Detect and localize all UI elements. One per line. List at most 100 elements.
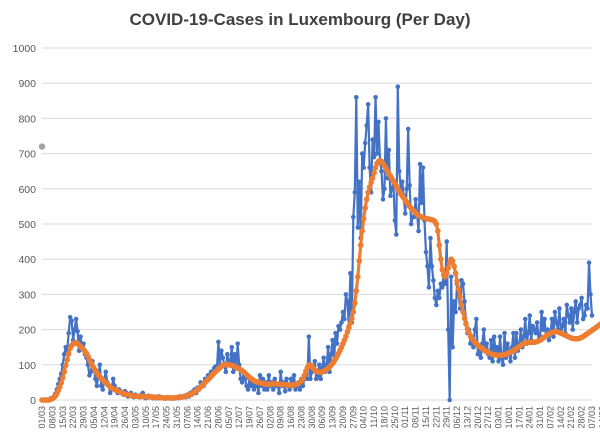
daily-cases-point: [518, 327, 524, 332]
x-tick-label: 20/09: [338, 406, 348, 429]
x-tick-label: 05/04: [89, 406, 99, 429]
daily-cases-point: [539, 309, 544, 315]
x-tick-label: 14/02: [556, 406, 566, 429]
daily-cases-point: [388, 193, 393, 199]
daily-cases-point: [438, 281, 444, 287]
daily-cases-point: [308, 376, 313, 382]
x-tick-label: 17/01: [514, 406, 524, 429]
daily-cases-point: [370, 137, 375, 142]
daily-cases-point: [527, 313, 533, 318]
x-tick-label: 17/05: [151, 406, 161, 429]
x-tick-label: 08/03: [47, 406, 57, 429]
daily-cases-point: [432, 295, 438, 301]
daily-cases-point: [312, 358, 318, 364]
moving-average-point: [354, 274, 361, 280]
daily-cases-point: [437, 295, 442, 301]
x-tick-label: 19/07: [245, 406, 255, 429]
daily-cases-point: [337, 327, 343, 332]
daily-cases-point: [342, 316, 347, 322]
daily-cases-point: [362, 140, 368, 146]
x-tick-label: 01/11: [400, 406, 410, 428]
x-tick-label: 30/08: [307, 406, 317, 429]
daily-cases-point: [557, 306, 562, 311]
daily-cases-point: [582, 313, 587, 318]
daily-cases-point: [300, 383, 306, 389]
daily-cases-point: [481, 327, 487, 332]
daily-cases-point: [472, 327, 478, 332]
daily-cases-point: [531, 327, 537, 332]
daily-cases-point: [348, 270, 353, 276]
y-tick-label: 300: [18, 289, 36, 301]
daily-cases-point: [404, 186, 409, 192]
daily-cases-point: [219, 348, 224, 354]
daily-cases-point: [230, 369, 236, 375]
daily-cases-point: [235, 341, 240, 346]
daily-cases-point: [567, 320, 573, 325]
daily-cases-point: [588, 292, 593, 297]
daily-cases-point: [419, 200, 424, 206]
daily-cases-point: [471, 344, 476, 350]
daily-cases-point: [288, 376, 294, 382]
daily-cases-point: [570, 327, 576, 332]
daily-cases-point: [525, 330, 531, 336]
y-tick-label: 600: [18, 184, 36, 196]
daily-cases-point: [451, 299, 457, 304]
daily-cases-point: [97, 362, 103, 368]
moving-average-point: [435, 228, 441, 234]
daily-cases-point: [546, 337, 552, 343]
moving-average-point: [451, 263, 457, 270]
x-tick-label: 15/03: [58, 406, 68, 429]
moving-average-point: [460, 309, 466, 315]
daily-cases-point: [423, 249, 429, 255]
daily-cases-point: [542, 316, 547, 322]
moving-average-point: [58, 379, 65, 386]
daily-cases-point: [394, 232, 399, 237]
daily-cases-point: [276, 390, 282, 396]
daily-cases-point: [420, 165, 426, 170]
daily-cases-point: [278, 369, 283, 375]
daily-cases-point: [386, 147, 392, 153]
x-tick-label: 16/08: [286, 406, 296, 429]
x-tick-label: 02/08: [265, 406, 275, 429]
moving-average-point: [452, 270, 459, 277]
x-tick-label: 05/07: [224, 406, 234, 429]
daily-cases-point: [576, 306, 581, 311]
daily-cases-point: [330, 337, 335, 343]
daily-cases-point: [408, 221, 414, 227]
x-tick-label: 06/12: [452, 406, 462, 429]
daily-cases-point: [239, 380, 245, 385]
moving-average-point: [343, 333, 349, 340]
x-tick-label: 22/11: [431, 406, 441, 428]
gridlines: [42, 47, 592, 401]
daily-cases-point: [248, 383, 254, 389]
daily-cases-point: [488, 337, 494, 343]
daily-cases-point: [63, 344, 69, 350]
x-tick-label: 12/04: [99, 406, 109, 429]
x-tick-label: 14/03: [597, 406, 600, 429]
daily-cases-point: [568, 306, 574, 311]
daily-cases-point: [586, 260, 592, 266]
x-tick-label: 10/05: [141, 406, 151, 429]
daily-cases-point: [244, 383, 249, 389]
daily-cases-point: [321, 355, 326, 361]
daily-cases-point: [69, 318, 74, 324]
moving-average-point: [356, 258, 363, 264]
y-tick-label: 900: [18, 78, 36, 90]
daily-cases-point: [428, 235, 433, 241]
daily-cases-point: [560, 323, 565, 329]
daily-cases-point: [318, 376, 324, 382]
moving-average-point: [56, 384, 63, 390]
moving-average-point: [443, 270, 450, 277]
moving-average-point: [59, 375, 66, 381]
daily-cases-point: [367, 165, 372, 170]
y-tick-label: 700: [18, 149, 36, 161]
x-tick-label: 27/12: [483, 406, 493, 429]
moving-average-point: [350, 309, 357, 315]
x-tick-label: 24/01: [525, 406, 535, 429]
daily-cases-point: [574, 320, 580, 325]
daily-cases-point: [579, 295, 584, 301]
moving-average-point: [346, 325, 352, 331]
moving-average-point: [359, 228, 366, 234]
daily-cases-point: [434, 302, 439, 308]
